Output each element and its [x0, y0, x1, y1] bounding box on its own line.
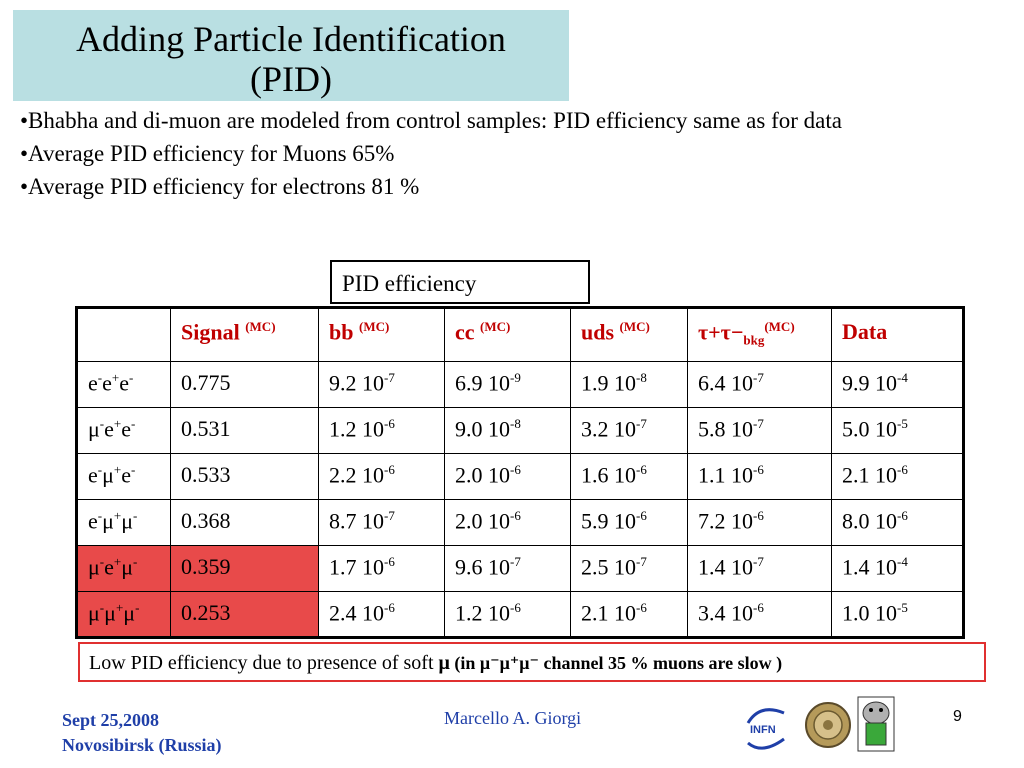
title-line-2: (PID) [250, 59, 332, 99]
seal-logo [805, 702, 851, 748]
row-label: μ-e+μ- [76, 545, 171, 592]
row-label: e-μ+e- [76, 453, 171, 500]
table-cell: 1.2 10-6 [444, 591, 571, 638]
row-label: e-e+e- [76, 361, 171, 408]
pid-efficiency-label: PID efficiency [330, 260, 590, 304]
header-cc: cc (MC) [444, 307, 571, 362]
table-cell: 1.4 10-7 [687, 545, 832, 592]
table-header-row: Signal (MC) bb (MC) cc (MC) uds (MC) τ+τ… [76, 307, 964, 362]
bullet-item: •Average PID efficiency for Muons 65% [20, 141, 395, 166]
table-row: e-μ+e- 0.533 2.2 10-6 2.0 10-6 1.6 10-6 1.1 1… [76, 453, 964, 500]
page-number: 9 [953, 708, 962, 725]
table-cell: 3.4 10-6 [687, 591, 832, 638]
infn-logo: INFN [746, 708, 785, 750]
table-row: μ-e+e- 0.531 1.2 10-6 9.0 10-8 3.2 10-7 5.8 1… [76, 407, 964, 454]
header-tautau-bkg: τ+τ−bkg(MC) [687, 307, 832, 362]
title-line-1: Adding Particle Identification [76, 19, 506, 59]
svg-text:INFN: INFN [750, 724, 776, 736]
table-cell: 9.9 10-4 [831, 361, 964, 408]
table-cell: 2.2 10-6 [318, 453, 445, 500]
footer-date-place: Sept 25,2008 Novosibirsk (Russia) [62, 708, 222, 758]
table-row: μ-e+μ- 0.359 1.7 10-6 9.6 10-7 2.5 10-7 1.4 1… [76, 545, 964, 592]
table-cell: 0.775 [170, 361, 319, 408]
table-cell: 0.368 [170, 499, 319, 546]
note-box: Low PID efficiency due to presence of so… [78, 642, 986, 682]
table-cell: 1.0 10-5 [831, 591, 964, 638]
table-row: μ-μ+μ- 0.253 2.4 10-6 1.2 10-6 2.1 10-6 3.4 1… [76, 591, 964, 638]
bullet-list: •Bhabha and di-muon are modeled from con… [20, 104, 1010, 203]
table-cell: 2.1 10-6 [831, 453, 964, 500]
table-cell: 7.2 10-6 [687, 499, 832, 546]
babar-mascot-icon [857, 696, 895, 752]
table-cell: 5.8 10-7 [687, 407, 832, 454]
table-cell: 2.0 10-6 [444, 499, 571, 546]
table-cell: 5.0 10-5 [831, 407, 964, 454]
table-cell: 1.4 10-4 [831, 545, 964, 592]
table-cell: 8.0 10-6 [831, 499, 964, 546]
logo-group: INFN [746, 696, 895, 752]
row-label: μ-e+e- [76, 407, 171, 454]
header-bb: bb (MC) [318, 307, 445, 362]
footer-place: Novosibirsk (Russia) [62, 735, 222, 755]
efficiency-table: Signal (MC) bb (MC) cc (MC) uds (MC) τ+τ… [75, 306, 965, 639]
table-cell: 0.531 [170, 407, 319, 454]
table-cell: 9.6 10-7 [444, 545, 571, 592]
table-cell: 2.4 10-6 [318, 591, 445, 638]
header-uds: uds (MC) [570, 307, 688, 362]
table-cell: 1.1 10-6 [687, 453, 832, 500]
table-row: e-e+e- 0.775 9.2 10-7 6.9 10-9 1.9 10-8 6.4 1… [76, 361, 964, 408]
table-cell: 9.0 10-8 [444, 407, 571, 454]
table-cell: 6.4 10-7 [687, 361, 832, 408]
table-cell: 2.1 10-6 [570, 591, 688, 638]
header-data: Data [831, 307, 964, 362]
table-cell: 1.7 10-6 [318, 545, 445, 592]
slide-title: Adding Particle Identification (PID) [13, 10, 569, 99]
table-cell: 1.9 10-8 [570, 361, 688, 408]
table-cell: 8.7 10-7 [318, 499, 445, 546]
row-label: e-μ+μ- [76, 499, 171, 546]
title-box: Adding Particle Identification (PID) [13, 10, 569, 101]
table-cell: 0.533 [170, 453, 319, 500]
header-corner [76, 307, 171, 362]
table-cell: 2.5 10-7 [570, 545, 688, 592]
table-cell: 9.2 10-7 [318, 361, 445, 408]
table-cell: 1.2 10-6 [318, 407, 445, 454]
footer-author: Marcello A. Giorgi [444, 708, 582, 728]
table-cell: 2.0 10-6 [444, 453, 571, 500]
table-cell: 6.9 10-9 [444, 361, 571, 408]
table-cell: 0.253 [170, 591, 319, 638]
table-row: e-μ+μ- 0.368 8.7 10-7 2.0 10-6 5.9 10-6 7.2 1… [76, 499, 964, 546]
table-cell: 1.6 10-6 [570, 453, 688, 500]
footer-date: Sept 25,2008 [62, 710, 160, 730]
table-cell: 5.9 10-6 [570, 499, 688, 546]
table-cell: 3.2 10-7 [570, 407, 688, 454]
table-cell: 0.359 [170, 545, 319, 592]
row-label: μ-μ+μ- [76, 591, 171, 638]
bullet-item: •Average PID efficiency for electrons 81… [20, 174, 420, 199]
bullet-item: •Bhabha and di-muon are modeled from con… [20, 108, 842, 133]
header-signal: Signal (MC) [170, 307, 319, 362]
